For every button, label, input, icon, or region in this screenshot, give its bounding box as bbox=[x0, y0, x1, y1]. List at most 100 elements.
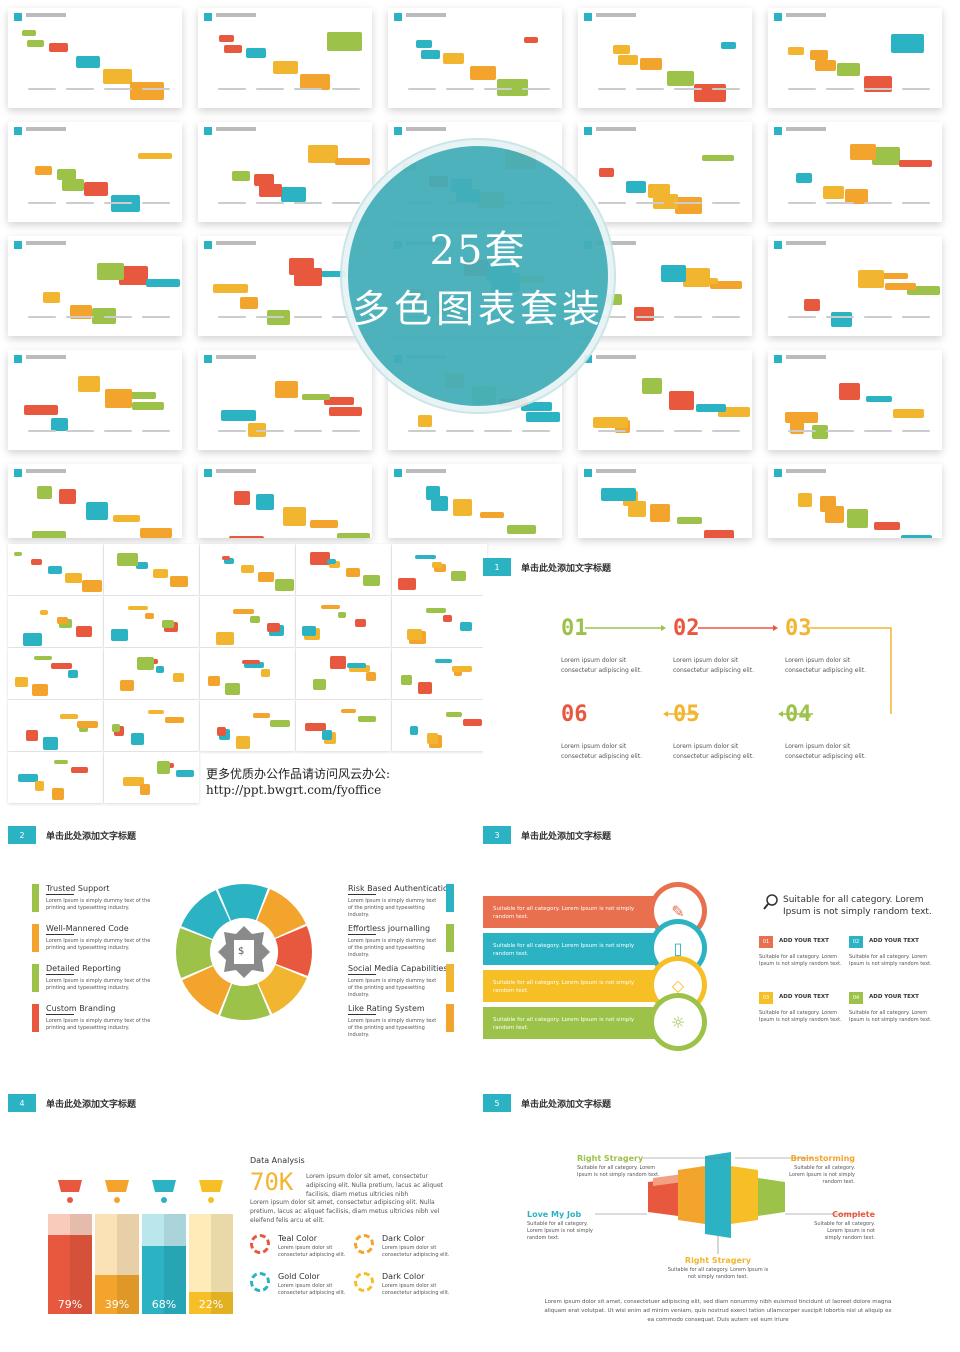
collage-thumbnail[interactable] bbox=[104, 700, 199, 751]
ribbon-label-text: Suitable for all category. Lorem Ipsum i… bbox=[789, 1165, 855, 1185]
item-number-badge: 02 bbox=[849, 936, 863, 948]
ribbon-label-text: Suitable for all category. Lorem Ipsum i… bbox=[577, 1165, 660, 1178]
collage-thumbnail[interactable] bbox=[8, 752, 103, 803]
slide-number: 3 bbox=[483, 826, 511, 844]
collage-thumbnail[interactable] bbox=[296, 596, 391, 647]
collage-thumbnail[interactable] bbox=[8, 700, 103, 751]
collage-thumbnail[interactable] bbox=[104, 752, 199, 803]
thumbnail-slide[interactable] bbox=[578, 122, 752, 222]
band-text: Suitable for all category. Lorem Ipsum i… bbox=[493, 1017, 635, 1031]
collage-thumbnail[interactable] bbox=[200, 648, 295, 699]
pencil-icon: ✎ bbox=[671, 901, 685, 921]
item-number-badge: 04 bbox=[849, 992, 863, 1004]
collage-thumbnail[interactable] bbox=[8, 596, 103, 647]
band-text: Suitable for all category. Lorem Ipsum i… bbox=[493, 906, 635, 920]
svg-text:$: $ bbox=[238, 946, 244, 957]
diamond-icon: ◇ bbox=[671, 975, 685, 995]
drop-icon bbox=[67, 1197, 73, 1203]
collage-thumbnail[interactable] bbox=[296, 648, 391, 699]
bar-shade bbox=[70, 1214, 92, 1314]
collage-thumbnail[interactable] bbox=[296, 700, 391, 751]
slide-title: 单击此处添加文字标题 bbox=[521, 831, 612, 842]
thumbnail-slide[interactable] bbox=[768, 236, 942, 336]
thumbnail-slide[interactable] bbox=[8, 350, 182, 450]
drop-icon bbox=[208, 1197, 214, 1203]
collage-thumbnail[interactable] bbox=[392, 648, 487, 699]
analysis-value: 70K bbox=[250, 1168, 294, 1196]
thumbnail-slide[interactable] bbox=[198, 122, 372, 222]
collage-thumbnail[interactable] bbox=[200, 700, 295, 751]
feature-text: Lorem Ipsum is simply dummy text of the … bbox=[46, 1018, 151, 1031]
thumbnail-slide[interactable] bbox=[8, 8, 182, 108]
thumbnail-slide[interactable] bbox=[768, 350, 942, 450]
thumbnail-slide[interactable] bbox=[8, 464, 182, 538]
step-number: 01 bbox=[561, 616, 588, 641]
collage-thumbnail[interactable] bbox=[8, 544, 103, 595]
feature-color-bar bbox=[32, 924, 39, 952]
gear-icon bbox=[250, 1234, 270, 1254]
wheel-segment bbox=[217, 884, 268, 921]
bulb-icon: ☼ bbox=[670, 1012, 686, 1032]
step-number: 04 bbox=[785, 702, 812, 727]
collage-thumbnail[interactable] bbox=[104, 648, 199, 699]
collage-thumbnail[interactable] bbox=[392, 544, 487, 595]
thumbnail-slide[interactable] bbox=[8, 236, 182, 336]
step-text: Lorem ipsum dolor sit bbox=[673, 743, 739, 750]
band-text: Suitable for all category. Lorem Ipsum i… bbox=[493, 980, 635, 994]
thumbnail-slide[interactable] bbox=[198, 350, 372, 450]
thumbnail-slide[interactable] bbox=[198, 8, 372, 108]
thumbnail-slide[interactable] bbox=[198, 464, 372, 538]
thumbnail-slide[interactable] bbox=[388, 464, 562, 538]
collage-thumbnail[interactable] bbox=[200, 596, 295, 647]
thumbnail-slide[interactable] bbox=[578, 464, 752, 538]
feature-title: Detailed Reporting bbox=[46, 964, 121, 973]
thumbnail-slide[interactable] bbox=[578, 350, 752, 450]
feature-title: Custom Branding bbox=[46, 1004, 116, 1013]
wheel-diagram: $ bbox=[176, 884, 312, 1020]
gear-icon bbox=[250, 1272, 270, 1292]
legend-text: Lorem ipsum dolor sit consectetur adipis… bbox=[278, 1245, 346, 1258]
bar-chart: 79% 39% 68% 22% bbox=[48, 1180, 233, 1314]
thumbnail-slide[interactable] bbox=[578, 8, 752, 108]
feature-title: Risk Based Authentication bbox=[348, 884, 453, 893]
slide-number: 1 bbox=[483, 558, 511, 576]
analysis-text: Lorem ipsum dolor sit amet, consectetur … bbox=[306, 1173, 443, 1198]
legend-text: Lorem ipsum dolor sit consectetur adipis… bbox=[382, 1245, 450, 1258]
slide-header: 1 单击此处添加文字标题 bbox=[483, 558, 611, 576]
slide-title: 单击此处添加文字标题 bbox=[46, 1099, 137, 1110]
step-text: Lorem ipsum dolor sit bbox=[785, 657, 851, 664]
collage-thumbnail[interactable] bbox=[104, 596, 199, 647]
wheel-segment bbox=[258, 965, 307, 1014]
step-text-2: consectetur adipiscing elit. bbox=[561, 667, 642, 674]
collage-thumbnail[interactable] bbox=[392, 596, 487, 647]
step-text: Lorem ipsum dolor sit bbox=[561, 743, 627, 750]
thumbnail-slide[interactable] bbox=[8, 122, 182, 222]
feature-text: Lorem Ipsum is simply dummy text of the … bbox=[46, 938, 151, 951]
thumbnail-slide[interactable] bbox=[768, 464, 942, 538]
drop-icon bbox=[114, 1197, 120, 1203]
step-number: 05 bbox=[673, 702, 700, 727]
thumbnail-slide[interactable] bbox=[768, 122, 942, 222]
feature-text: Lorem Ipsum is simply dummy text of the … bbox=[348, 938, 437, 958]
feature-text: Lorem Ipsum is simply dummy text of the … bbox=[46, 898, 151, 911]
legend-title: Teal Color bbox=[278, 1234, 318, 1243]
wheel-segment bbox=[257, 889, 306, 938]
collage-thumbnail[interactable] bbox=[104, 544, 199, 595]
collage-thumbnail[interactable] bbox=[392, 700, 487, 751]
band-inner-circle bbox=[654, 998, 702, 1046]
legend-title: Dark Color bbox=[382, 1234, 425, 1243]
slide-number: 2 bbox=[8, 826, 36, 844]
thumbnail-slide[interactable] bbox=[768, 8, 942, 108]
analysis-title: Data Analysis bbox=[250, 1156, 305, 1165]
collage-thumbnail[interactable] bbox=[200, 544, 295, 595]
feature-color-bar bbox=[32, 1004, 39, 1032]
thumbnail-slide[interactable] bbox=[388, 8, 562, 108]
collage-thumbnail[interactable] bbox=[296, 544, 391, 595]
title-badge: 25套 多色图表套装 bbox=[342, 140, 614, 412]
collage-thumbnail[interactable] bbox=[8, 648, 103, 699]
feature-color-bar bbox=[446, 884, 454, 912]
slide-collage bbox=[8, 544, 487, 803]
slide-2: 2 单击此处添加文字标题 Trusted Support Lorem Ipsum … bbox=[8, 826, 478, 1056]
badge-line2: 多色图表套装 bbox=[351, 287, 604, 331]
item-text: Suitable for all category. Lorem Ipsum i… bbox=[849, 954, 932, 967]
